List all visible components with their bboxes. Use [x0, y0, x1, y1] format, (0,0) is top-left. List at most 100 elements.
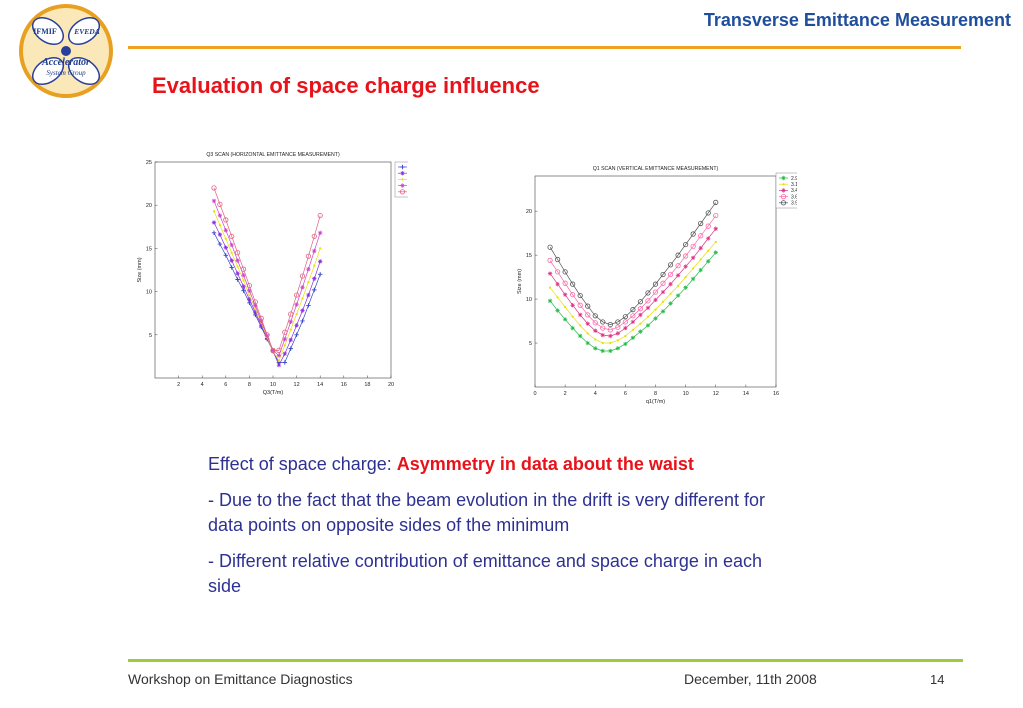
- q3-x-tick-label: 16: [341, 382, 347, 388]
- q3-data-point: [252, 299, 258, 305]
- q1-data-point: [668, 301, 673, 306]
- q1-data-point: [601, 341, 604, 345]
- q3-data-point: [306, 266, 311, 272]
- q3-data-point: [282, 351, 287, 357]
- q3-data-point: [254, 307, 257, 310]
- q1-data-point: [579, 324, 582, 327]
- q1-data-point: [705, 223, 711, 229]
- q3-data-point: [318, 259, 323, 264]
- q3-data-point: [211, 198, 217, 204]
- q3-data-point: [229, 242, 234, 248]
- q1-data-point: [713, 199, 719, 205]
- q3-data-point: [277, 359, 280, 362]
- q3-data-point: [223, 217, 229, 223]
- q1-data-point: [600, 348, 605, 354]
- q1-data-point: [562, 280, 568, 286]
- q1-data-point: [630, 313, 636, 319]
- q1-x-tick-label: 12: [713, 391, 719, 397]
- q1-data-point: [706, 236, 711, 241]
- q1-data-point: [645, 323, 651, 328]
- q3-data-point: [211, 230, 217, 236]
- q3-y-tick-label: 15: [146, 246, 152, 252]
- q1-data-point: [615, 319, 621, 325]
- q1-data-point: [667, 271, 674, 278]
- footer-date: December, 11th 2008: [684, 671, 817, 687]
- q3-data-point: [276, 362, 282, 368]
- q1-data-point: [616, 339, 619, 342]
- q1-data-point: [713, 250, 718, 255]
- q3-data-point: [283, 344, 286, 347]
- q1-data-point: [690, 231, 696, 237]
- q1-data-point: [608, 333, 613, 339]
- q1-x-tick-label: 4: [594, 391, 597, 397]
- q1-data-point: [684, 276, 687, 279]
- q3-data-point: [294, 302, 299, 307]
- q1-data-point: [667, 262, 674, 268]
- q3-data-point: [235, 250, 241, 256]
- q1-chart-title: Q1 SCAN (VERTICAL EMITTANCE MEASUREMENT): [593, 166, 719, 172]
- q1-data-point: [638, 312, 643, 318]
- q3-data-point: [247, 297, 252, 302]
- q3-data-point: [235, 277, 240, 282]
- q1-y-tick-label: 15: [526, 253, 532, 259]
- q1-data-point: [607, 321, 613, 328]
- q1-legend-label: 3.15: [791, 182, 797, 188]
- q1-data-point: [615, 324, 621, 330]
- q3-x-tick-label: 14: [317, 382, 323, 388]
- q3-data-point: [307, 280, 310, 284]
- q1-data-point: [622, 319, 628, 325]
- q3-data-point: [288, 346, 293, 351]
- q1-data-point: [653, 297, 658, 303]
- q1-x-tick-label: 2: [564, 391, 567, 397]
- q3-data-point: [248, 293, 251, 297]
- q1-data-point: [623, 325, 628, 331]
- q1-data-point: [706, 259, 711, 264]
- q1-data-point: [698, 220, 704, 227]
- q1-y-axis-label: Size (mm): [517, 269, 523, 294]
- q3-data-point: [218, 223, 221, 227]
- q1-data-point: [547, 271, 553, 276]
- q1-x-tick-label: 10: [683, 391, 689, 397]
- q1-data-point: [570, 325, 575, 331]
- q1-data-point: [622, 314, 628, 320]
- q1-data-point: [660, 309, 666, 314]
- q1-x-tick-label: 6: [624, 391, 627, 397]
- q1-data-point: [554, 256, 561, 263]
- q1-data-point: [707, 249, 710, 252]
- q1-data-point: [609, 341, 612, 345]
- q3-data-point: [305, 253, 311, 259]
- q1-data-point: [600, 332, 605, 338]
- q1-data-point: [615, 331, 621, 336]
- q1-x-tick-label: 14: [743, 391, 749, 397]
- q3-x-tick-label: 6: [224, 382, 227, 388]
- q3-data-point: [300, 318, 305, 324]
- q1-legend-marker: [782, 183, 785, 186]
- q1-data-point: [645, 298, 651, 304]
- q1-data-point: [637, 299, 644, 305]
- q3-x-tick-label: 4: [201, 382, 204, 388]
- q3-data-point: [211, 220, 217, 225]
- q3-data-point: [259, 323, 264, 328]
- q1-data-point: [660, 289, 666, 295]
- q1-data-point: [571, 315, 574, 318]
- q1-data-point: [714, 240, 717, 244]
- q1-data-point: [675, 293, 681, 298]
- q3-data-point: [240, 266, 247, 272]
- q1-data-point: [669, 292, 672, 295]
- q1-data-point: [547, 257, 553, 264]
- q3-data-point: [282, 329, 288, 335]
- q3-data-point: [276, 353, 282, 358]
- q3-data-point: [223, 253, 228, 258]
- q1-data-point: [713, 212, 719, 219]
- q1-data-point: [577, 302, 583, 308]
- q1-data-point: [570, 292, 576, 298]
- logo-top-left-text: IFMIF: [33, 27, 57, 36]
- q1-data-point: [683, 241, 689, 248]
- body-text: Effect of space charge: Asymmetry in dat…: [208, 452, 768, 610]
- q1-data-point: [547, 244, 553, 250]
- q1-data-point: [653, 316, 658, 321]
- q3-data-point: [319, 247, 322, 250]
- q3-data-point: [276, 347, 282, 353]
- q3-data-point: [306, 292, 311, 298]
- q3-data-point: [242, 279, 245, 282]
